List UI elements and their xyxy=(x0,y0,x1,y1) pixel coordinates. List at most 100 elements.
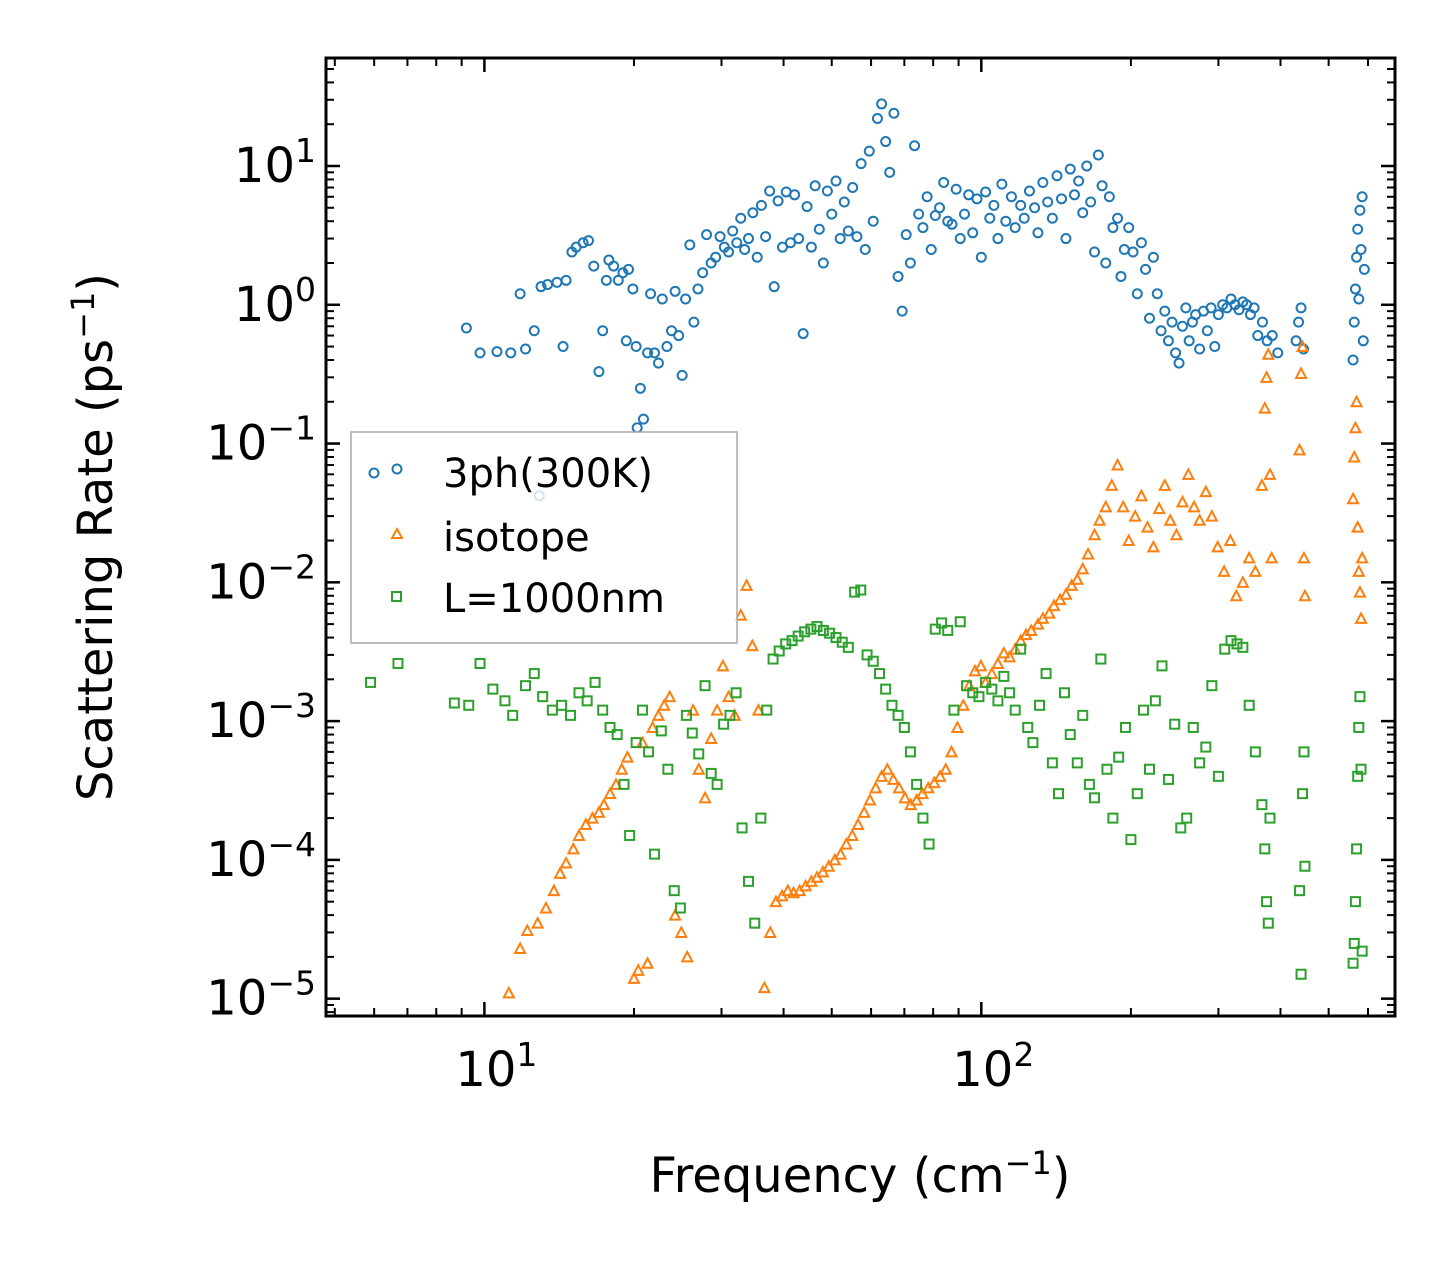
data-point xyxy=(643,746,655,758)
data-point xyxy=(1264,812,1276,824)
data-point xyxy=(698,790,712,804)
data-points-layer xyxy=(365,98,1370,999)
data-point xyxy=(1083,778,1095,790)
data-point xyxy=(1292,442,1307,456)
data-point xyxy=(699,680,711,692)
data-point xyxy=(1352,564,1366,577)
data-point xyxy=(1146,539,1161,553)
data-point xyxy=(710,251,722,263)
data-point xyxy=(751,702,766,716)
data-point xyxy=(917,812,929,824)
data-point xyxy=(757,980,772,994)
data-point xyxy=(1147,251,1159,263)
data-point xyxy=(772,195,784,207)
data-point xyxy=(1059,587,1073,600)
data-point xyxy=(636,704,648,716)
data-point xyxy=(859,244,871,256)
legend-item-3ph: 3ph(300K) xyxy=(368,451,653,497)
data-point xyxy=(1058,687,1070,699)
data-point xyxy=(692,762,706,775)
data-point xyxy=(863,145,875,157)
data-point xyxy=(797,328,809,340)
data-point xyxy=(1103,191,1115,203)
data-point xyxy=(874,668,886,680)
data-point xyxy=(1042,605,1056,619)
data-point xyxy=(1107,222,1119,234)
legend-label-3ph: 3ph(300K) xyxy=(443,451,653,497)
data-point xyxy=(1175,822,1187,834)
data-point xyxy=(1015,643,1027,655)
data-point xyxy=(581,695,593,707)
data-point xyxy=(680,293,692,305)
data-point xyxy=(1237,641,1249,653)
data-point xyxy=(1040,668,1052,680)
data-point xyxy=(784,237,796,249)
data-point xyxy=(1298,746,1310,758)
data-point xyxy=(950,183,962,195)
data-point xyxy=(776,241,788,253)
data-point xyxy=(630,341,642,353)
data-point xyxy=(1263,467,1277,480)
data-point xyxy=(572,828,586,841)
data-point xyxy=(954,616,966,628)
data-point xyxy=(546,704,558,716)
data-point xyxy=(892,270,904,282)
data-point xyxy=(1053,788,1065,800)
data-point xyxy=(1347,354,1359,366)
data-point xyxy=(851,817,865,830)
data-point xyxy=(923,838,935,850)
data-point xyxy=(938,177,950,189)
data-point xyxy=(618,778,630,790)
data-point xyxy=(1206,680,1218,692)
data-point xyxy=(833,846,848,860)
data-point xyxy=(724,709,736,721)
data-point xyxy=(662,763,674,775)
data-point xyxy=(1140,519,1155,533)
data-point xyxy=(1249,746,1261,758)
data-point xyxy=(939,762,953,775)
data-point xyxy=(839,836,853,850)
data-point xyxy=(821,185,833,197)
data-point xyxy=(531,916,545,929)
legend-label-l1000nm: L=1000nm xyxy=(443,576,665,622)
data-point xyxy=(608,260,620,272)
data-point xyxy=(1089,792,1101,804)
data-point xyxy=(1294,366,1308,379)
data-point xyxy=(684,239,696,251)
data-point xyxy=(1298,588,1312,602)
data-point xyxy=(474,347,486,359)
data-point xyxy=(448,697,460,709)
data-point xyxy=(876,98,888,110)
data-point xyxy=(693,748,705,760)
data-point xyxy=(668,907,682,921)
data-point xyxy=(1181,812,1193,824)
data-point xyxy=(1261,335,1273,347)
data-point xyxy=(904,746,916,758)
data-point xyxy=(1355,763,1367,775)
x-axis-label: Frequency (cm−1) xyxy=(649,1144,1070,1204)
legend-label-isotope: isotope xyxy=(443,515,590,561)
data-point xyxy=(1151,288,1163,300)
data-point xyxy=(1156,660,1168,672)
legend-marker-circle xyxy=(391,463,403,475)
data-point xyxy=(817,624,829,636)
data-point xyxy=(739,578,754,591)
data-point xyxy=(597,325,609,337)
data-point xyxy=(967,227,979,239)
data-point xyxy=(1356,191,1368,203)
data-point xyxy=(1024,623,1038,636)
data-point xyxy=(911,778,923,790)
data-point xyxy=(557,341,569,353)
data-point xyxy=(1259,843,1271,855)
data-point xyxy=(499,695,511,707)
data-point xyxy=(867,655,879,667)
data-point xyxy=(1143,763,1155,775)
data-point xyxy=(1243,699,1255,711)
data-point xyxy=(809,180,821,192)
data-point xyxy=(1236,575,1250,588)
data-point xyxy=(1081,546,1095,560)
data-point xyxy=(1018,212,1030,224)
data-point xyxy=(553,866,567,879)
data-point xyxy=(1077,207,1089,219)
data-point xyxy=(909,140,921,152)
